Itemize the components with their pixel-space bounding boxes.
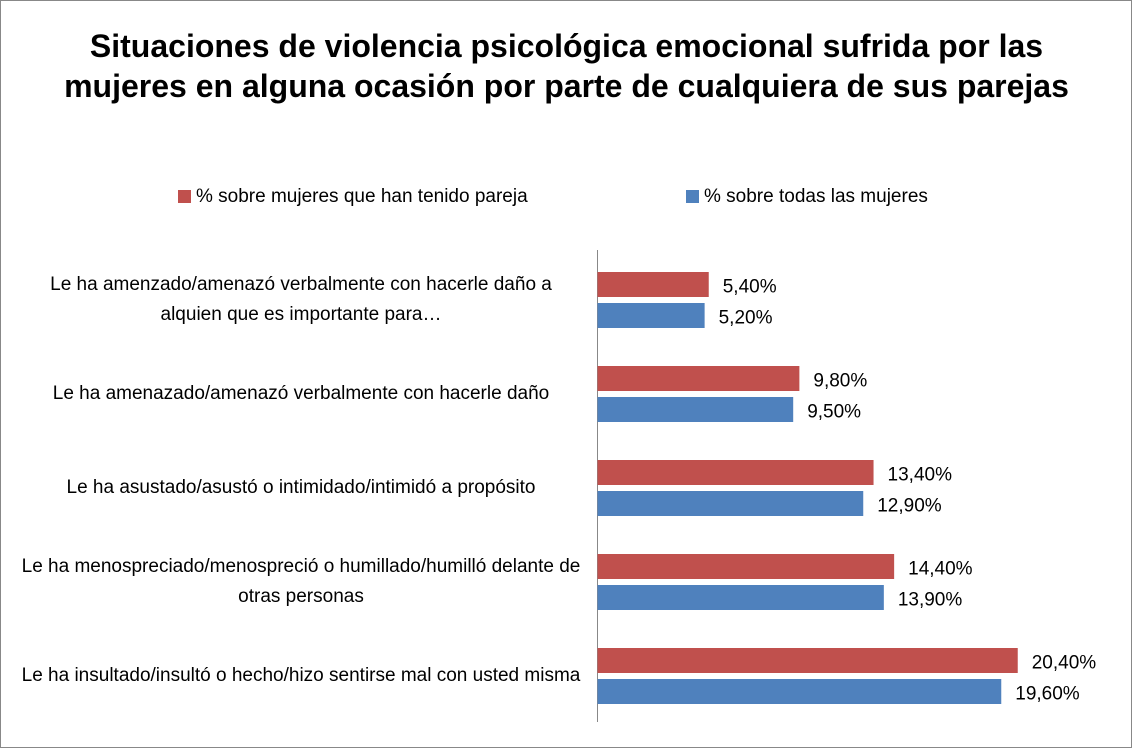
bar [597, 460, 874, 485]
category-label: Le ha amenzado/amenazó verbalmente con h… [50, 274, 552, 325]
legend-swatch [178, 190, 191, 203]
legend-swatch [686, 190, 699, 203]
legend-label: % sobre mujeres que han tenido pareja [196, 186, 528, 207]
bar [597, 648, 1018, 673]
category-label: Le ha menospreciado/menospreció o humill… [21, 556, 581, 607]
category-label: Le ha asustado/asustó o intimidado/intim… [66, 477, 536, 498]
bar [597, 366, 800, 391]
data-label: 14,40% [908, 559, 973, 580]
data-label: 5,40% [723, 277, 777, 298]
bar [597, 585, 884, 610]
data-label: 20,40% [1032, 653, 1097, 674]
data-label: 13,40% [888, 465, 953, 486]
category-label: Le ha amenazado/amenazó verbalmente con … [52, 383, 550, 404]
bar [597, 554, 895, 579]
data-label: 12,90% [877, 496, 942, 517]
bar [597, 272, 709, 297]
data-label: 5,20% [719, 308, 773, 329]
bar [597, 397, 794, 422]
bar [597, 679, 1002, 704]
bar [597, 491, 864, 516]
data-label: 19,60% [1015, 684, 1080, 705]
bar [597, 303, 705, 328]
chart-title: Situaciones de violencia psicológica emo… [64, 28, 1069, 104]
data-label: 9,80% [813, 371, 867, 392]
data-label: 13,90% [898, 590, 963, 611]
category-label: Le ha insultado/insultó o hecho/hizo sen… [21, 665, 581, 686]
legend-label: % sobre todas las mujeres [704, 186, 928, 207]
data-label: 9,50% [807, 402, 861, 423]
